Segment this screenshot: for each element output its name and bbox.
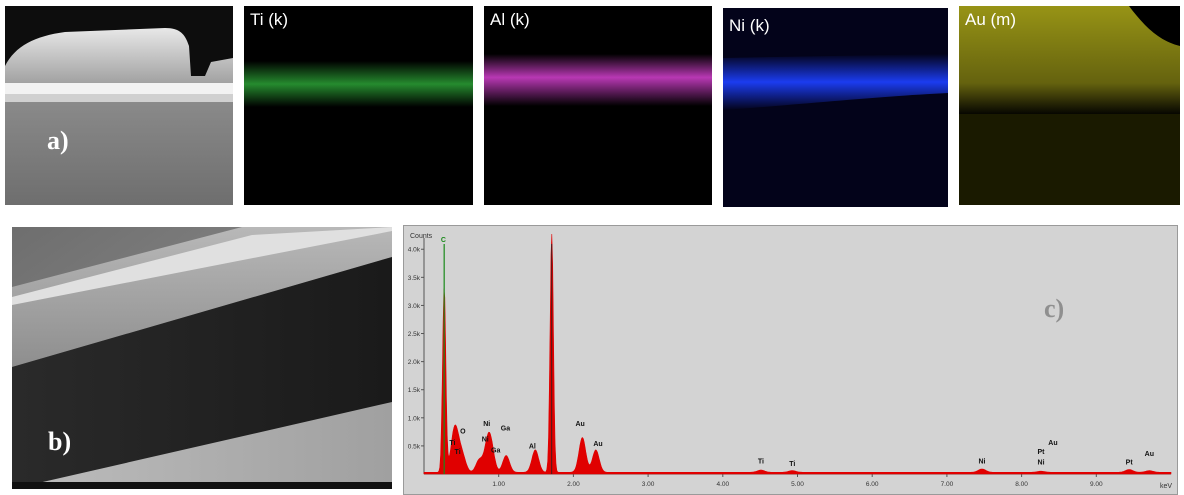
x-tick-label: 3.00 [642,481,655,488]
x-tick-label: 7.00 [941,481,954,488]
x-tick-label: 1.00 [492,481,505,488]
y-axis-title: Counts [410,233,433,240]
panel-b-letter: b) [48,427,72,456]
peak-label: Au [593,441,602,448]
peak-label: Au [575,421,584,428]
x-tick-label: 2.00 [567,481,580,488]
y-tick-label: 3.5k [408,275,421,282]
x-tick-label: 4.00 [716,481,729,488]
al-map-band [484,54,712,106]
eds-spectrum-panel: Counts keV 0.5k 1.0k 1.5k 2.0k 2.5k 3.0k 3.5k 4… [403,225,1178,495]
panel-a-letter: a) [47,126,69,155]
x-tick-label: 8.00 [1015,481,1028,488]
peak-label: Ti [758,458,764,465]
sem-cross-section-drawing [5,6,233,205]
peak-label: C [441,237,446,244]
peak-label: Al [529,444,536,451]
ti-map-label: Ti (k) [250,10,289,29]
panel-c-letter: c) [1044,294,1065,323]
peak-label: Ti [449,440,455,447]
x-tick-label: 5.00 [791,481,804,488]
y-tick-label: 2.0k [408,359,421,366]
y-tick-label: 2.5k [408,331,421,338]
y-tick-label: 0.5k [408,443,421,450]
peak-label: Pt [1126,459,1134,466]
au-map-label: Au (m) [965,10,1016,29]
eds-spectrum-chart: Counts keV 0.5k 1.0k 1.5k 2.0k 2.5k 3.0k 3.5k 4… [408,226,1173,490]
ti-map: Ti (k) [244,6,473,205]
ti-map-band [244,61,473,107]
peak-label: Ni [1038,459,1045,466]
peak-label: Au [1145,451,1154,458]
y-tick-label: 1.0k [408,415,421,422]
peak-label: AuSi [542,226,558,227]
x-axis-unit: keV [1160,483,1172,490]
sem-cross-section-image: a) [5,6,233,205]
peak-label: O [460,429,466,436]
peak-label: Ti [789,461,795,468]
peak-label: Ga [491,448,500,455]
ni-map-band [723,54,948,110]
x-tick-label: 9.00 [1090,481,1103,488]
al-map: Al (k) [484,6,712,205]
peak-label: Ga [501,426,510,433]
spectrum-area [423,233,1172,475]
tem-image-drawing [12,227,392,489]
peak-label: Au [1048,440,1057,447]
peak-label: Ni [482,436,489,443]
y-tick-label: 4.0k [408,247,421,254]
y-tick-label: 3.0k [408,303,421,310]
au-map-band [959,6,1180,205]
al-map-label: Al (k) [490,10,530,29]
peak-label: Pt [1038,449,1046,456]
ni-map: Ni (k) [723,8,948,207]
peak-label: Ti [455,449,461,456]
y-tick-label: 1.5k [408,387,421,394]
x-tick-label: 6.00 [866,481,879,488]
au-map: Au (m) [959,6,1180,205]
peak-label: Ni [483,421,490,428]
ni-map-label: Ni (k) [729,16,770,35]
peak-label: Ni [979,458,986,465]
tem-image: b) [12,227,392,489]
